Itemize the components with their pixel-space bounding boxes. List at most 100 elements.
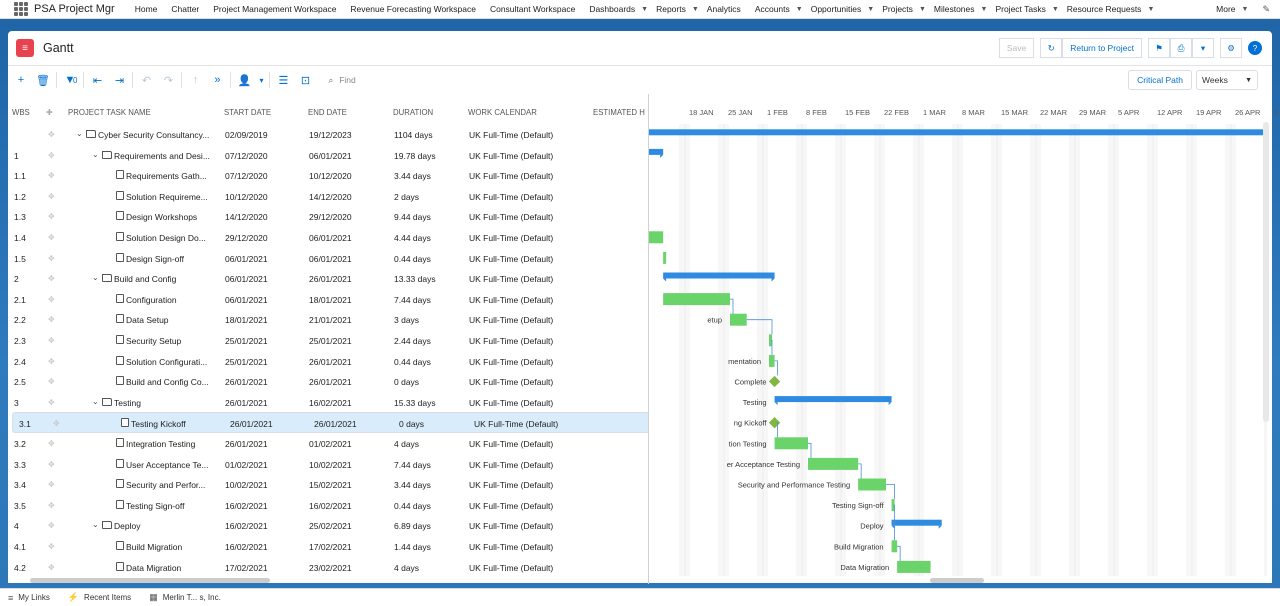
nav-item-dashboards[interactable]: Dashboards ▼ [589, 4, 650, 14]
nav-item-consultant-workspace[interactable]: Consultant Workspace [490, 4, 575, 14]
task-bar[interactable] [774, 437, 808, 450]
collapse-toggle-icon[interactable]: ⌄ [92, 273, 99, 283]
task-row[interactable]: 1.4 ✥ Solution Design Do... 29/12/2020 06/01… [8, 227, 648, 248]
chevron-down-icon[interactable]: ▼ [918, 5, 926, 13]
milestone-diamond[interactable] [768, 375, 781, 388]
help-icon[interactable]: ? [1248, 41, 1262, 55]
drag-handle-icon[interactable]: ✥ [48, 439, 55, 448]
drag-handle-icon[interactable]: ✥ [48, 500, 55, 510]
drag-handle-icon[interactable]: ✥ [48, 171, 55, 181]
collapse-toggle-icon[interactable]: ⌄ [76, 129, 83, 138]
task-bar[interactable] [730, 313, 747, 326]
drag-handle-icon[interactable]: ✥ [48, 521, 55, 531]
column-header-duration[interactable]: Duration [393, 108, 434, 117]
drag-handle-icon[interactable]: ✥ [48, 356, 55, 366]
expand-all-icon[interactable]: » [214, 74, 221, 86]
utility-item-2[interactable]: ▦ Merlin T... s, Inc. [149, 592, 221, 603]
filter-icon[interactable]: ▼ [64, 74, 76, 86]
edit-nav-icon[interactable]: ✎ [1262, 3, 1270, 14]
milestone-diamond[interactable] [768, 417, 781, 429]
task-bar[interactable] [769, 354, 775, 367]
nav-item-project-management-workspace[interactable]: Project Management Workspace [213, 4, 336, 14]
task-row[interactable]: 2 ✥ ⌄ Build and Config 06/01/2021 26/01/2021 1… [8, 268, 648, 289]
redo-icon[interactable]: ↷ [163, 74, 174, 87]
task-row[interactable]: 2.3 ✥ Security Setup 25/01/2021 25/01/2021 2.… [8, 330, 648, 351]
summary-bar[interactable] [663, 272, 775, 279]
nav-item-accounts[interactable]: Accounts ▼ [755, 4, 805, 14]
critical-path-button[interactable]: Critical Path [1128, 70, 1192, 90]
print-options-chevron-icon[interactable]: ▾ [1192, 38, 1214, 58]
task-bar[interactable] [858, 478, 886, 491]
outdent-icon[interactable]: ⇤ [92, 74, 103, 87]
indent-icon[interactable]: ⇥ [114, 74, 125, 87]
grid-horizontal-scrollbar[interactable] [30, 578, 270, 583]
chevron-down-icon[interactable]: ▼ [641, 5, 649, 13]
column-header-wbs[interactable]: WBS [12, 108, 30, 117]
collapse-toggle-icon[interactable]: ⌄ [92, 396, 99, 406]
task-row[interactable]: 3.4 ✥ Security and Perfor... 10/02/2021 15/0… [8, 474, 648, 495]
nav-item-opportunities[interactable]: Opportunities ▼ [811, 4, 877, 14]
nav-item-reports[interactable]: Reports ▼ [656, 4, 701, 14]
summary-bar[interactable] [649, 148, 664, 155]
add-column-icon[interactable]: ✚ [46, 108, 53, 117]
task-row[interactable]: 1 ✥ ⌄ Requirements and Desi... 07/12/2020 06/… [8, 145, 648, 166]
project-summary-bar[interactable] [649, 129, 1265, 136]
column-header-start[interactable]: Start Date [224, 108, 272, 117]
column-header-calendar[interactable]: Work Calendar [468, 108, 537, 117]
task-row[interactable]: 3 ✥ ⌄ Testing 26/01/2021 16/02/2021 15.33 days… [8, 392, 648, 413]
drag-handle-icon[interactable]: ✥ [48, 130, 55, 139]
flag-icon[interactable]: ⚑ [1148, 38, 1170, 58]
column-header-end[interactable]: End Date [308, 108, 347, 117]
task-row[interactable]: 3.1 ✥ Testing Kickoff 26/01/2021 26/01/2021 0… [12, 412, 648, 433]
chevron-down-icon[interactable]: ▼ [691, 5, 699, 13]
task-row[interactable]: 4.2 ✥ Data Migration 17/02/2021 23/02/2021 4 … [8, 557, 648, 576]
save-button[interactable]: Save [998, 38, 1035, 58]
gantt-horizontal-scrollbar[interactable] [930, 578, 984, 583]
refresh-icon[interactable]: ↻ [1040, 38, 1063, 58]
chevron-down-icon[interactable]: ▼ [1147, 5, 1155, 13]
find-field[interactable]: ⌕ Find [322, 75, 355, 86]
task-row[interactable]: 2.4 ✥ Solution Configurati... 25/01/2021 26/… [8, 351, 648, 372]
chevron-down-icon[interactable]: ▼ [867, 5, 875, 13]
drag-handle-icon[interactable]: ✥ [48, 150, 55, 160]
task-row[interactable]: 3.5 ✥ Testing Sign-off 16/02/2021 16/02/2021… [8, 495, 648, 516]
task-row[interactable]: 1.5 ✥ Design Sign-off 06/01/2021 06/01/2021 0… [8, 248, 648, 269]
drag-handle-icon[interactable]: ✥ [48, 233, 55, 242]
task-bar[interactable] [649, 231, 664, 244]
task-row[interactable]: 1.3 ✥ Design Workshops 14/12/2020 29/12/2020… [8, 206, 648, 227]
utility-item-0[interactable]: ≡ My Links [8, 593, 50, 603]
task-bar[interactable] [663, 293, 730, 306]
task-bar[interactable] [808, 457, 859, 470]
task-row[interactable]: 4.1 ✥ Build Migration 16/02/2021 17/02/2021 1… [8, 536, 648, 557]
task-row[interactable]: 2.1 ✥ Configuration 06/01/2021 18/01/2021 7.4… [8, 289, 648, 310]
nav-item-home[interactable]: Home [135, 4, 158, 14]
drag-handle-icon[interactable]: ✥ [53, 419, 60, 429]
collapse-toggle-icon[interactable]: ⌄ [92, 520, 99, 530]
task-bar[interactable] [897, 560, 931, 573]
print-icon[interactable]: ⎙ [1170, 38, 1192, 58]
drag-handle-icon[interactable]: ✥ [48, 562, 55, 572]
task-bar[interactable] [769, 334, 772, 347]
task-row[interactable]: 1.1 ✥ Requirements Gath... 07/12/2020 10/12/… [8, 165, 648, 186]
column-header-name[interactable]: Project Task Name [68, 108, 151, 117]
grid-gantt-splitter[interactable] [648, 94, 649, 584]
chevron-down-icon[interactable]: ▼ [980, 5, 988, 13]
drag-handle-icon[interactable]: ✥ [48, 294, 55, 304]
zoom-select[interactable]: Weeks ▼ [1196, 70, 1258, 90]
assign-resource-icon[interactable]: 👤 [237, 74, 252, 87]
vertical-scrollbar[interactable] [1263, 122, 1269, 422]
nav-item-revenue-forecasting-workspace[interactable]: Revenue Forecasting Workspace [350, 4, 476, 14]
drag-handle-icon[interactable]: ✥ [48, 212, 55, 222]
utility-item-1[interactable]: ⚡ Recent Items [68, 592, 131, 603]
drag-handle-icon[interactable]: ✥ [48, 480, 55, 490]
delete-task-icon[interactable]: 🗑 [36, 74, 50, 87]
nav-item-chatter[interactable]: Chatter [171, 4, 199, 14]
settings-sliders-icon[interactable]: ⚙ [1220, 38, 1242, 58]
nav-more-menu[interactable]: More ▼ [1216, 4, 1250, 14]
task-row[interactable]: ✥ ⌄ Cyber Security Consultancy... 02/09/201… [8, 124, 648, 145]
task-row[interactable]: 2.5 ✥ Build and Config Co... 26/01/2021 26/0… [8, 371, 648, 392]
drag-handle-icon[interactable]: ✥ [48, 377, 55, 387]
task-row[interactable]: 3.2 ✥ Integration Testing 26/01/2021 01/02/2… [8, 433, 648, 454]
collapse-toggle-icon[interactable]: ⌄ [92, 149, 99, 159]
column-header-estimated[interactable]: Estimated H [593, 108, 645, 117]
